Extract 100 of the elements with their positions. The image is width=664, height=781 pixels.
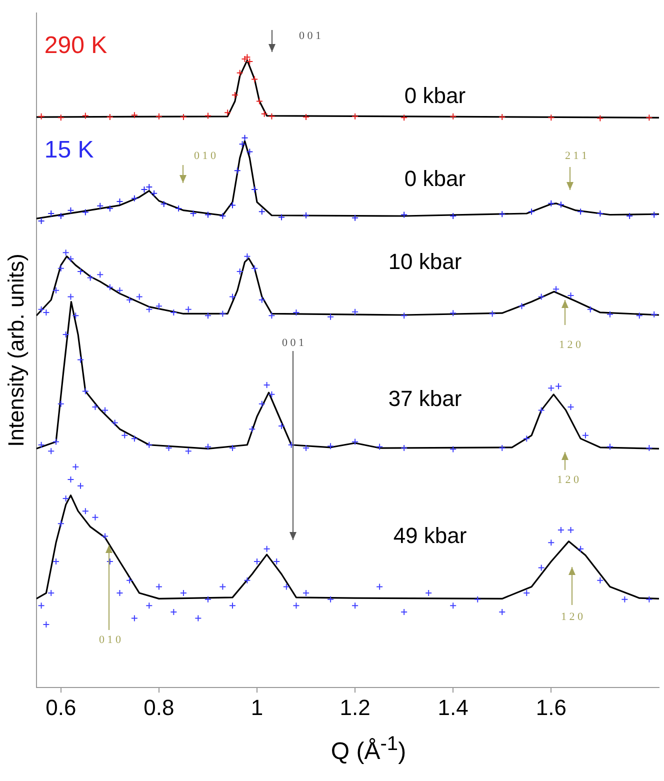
point	[557, 201, 564, 208]
point	[376, 443, 384, 450]
x-tick-label: 0.8	[144, 694, 174, 720]
point	[228, 202, 236, 209]
point	[231, 91, 238, 98]
point	[567, 292, 574, 299]
point	[62, 331, 70, 338]
point	[38, 218, 45, 225]
annotation: 37 kbar	[388, 386, 462, 412]
point	[260, 110, 268, 118]
point	[646, 114, 653, 122]
point	[48, 448, 55, 455]
point	[523, 590, 530, 597]
point	[155, 583, 162, 590]
point	[234, 167, 241, 174]
point	[228, 444, 236, 452]
point	[57, 114, 64, 122]
point	[244, 252, 251, 260]
point	[282, 583, 290, 590]
point	[219, 583, 226, 590]
point	[596, 114, 604, 122]
point	[278, 214, 286, 221]
point	[194, 614, 202, 622]
point	[130, 194, 138, 202]
point	[57, 520, 64, 528]
annotation: 49 kbar	[393, 523, 467, 548]
point	[450, 212, 457, 220]
point	[555, 382, 562, 390]
point	[126, 576, 134, 584]
point	[577, 208, 584, 216]
point	[62, 494, 70, 502]
point	[488, 310, 496, 318]
point	[498, 444, 506, 452]
point	[498, 608, 506, 616]
point	[498, 114, 506, 121]
point	[116, 286, 124, 294]
point	[130, 112, 138, 119]
annotation: 1 2 0	[557, 474, 580, 486]
point	[204, 112, 212, 120]
point	[155, 112, 162, 120]
point	[77, 268, 84, 275]
point	[302, 212, 310, 219]
point	[236, 268, 244, 275]
point	[400, 312, 408, 320]
point	[251, 76, 258, 83]
point	[582, 432, 589, 439]
point	[268, 112, 276, 120]
point	[228, 293, 236, 300]
point	[256, 98, 263, 105]
point	[146, 306, 153, 313]
point	[552, 286, 560, 293]
point	[72, 312, 80, 320]
point	[180, 590, 187, 597]
point	[273, 558, 280, 566]
point	[523, 435, 530, 442]
point	[352, 308, 359, 316]
point	[538, 406, 545, 414]
point	[636, 312, 643, 320]
point	[327, 596, 334, 603]
point	[96, 202, 104, 210]
annotation: 0 1 0	[194, 150, 216, 162]
x-axis-title: Q (Å$^{-1}$)	[330, 733, 408, 766]
x-tick-label: 1.6	[536, 694, 566, 720]
annotation: 10 kbar	[388, 249, 462, 274]
point	[102, 532, 109, 540]
text: 290 K	[44, 32, 108, 60]
text: 0 0 1	[299, 30, 321, 42]
point	[650, 211, 658, 218]
point	[548, 200, 555, 207]
point	[450, 602, 457, 610]
point	[278, 422, 286, 430]
point	[146, 602, 153, 610]
point	[180, 114, 187, 121]
point	[567, 404, 574, 411]
point	[538, 564, 545, 572]
point	[650, 310, 658, 318]
point	[116, 198, 124, 206]
point	[606, 443, 614, 450]
point	[72, 463, 80, 470]
point	[48, 590, 55, 597]
x-tick-label: 1.2	[340, 694, 370, 720]
point	[67, 206, 74, 214]
point	[228, 602, 236, 610]
point	[42, 621, 50, 628]
point	[327, 442, 334, 450]
point	[251, 186, 258, 194]
point	[52, 558, 60, 566]
point	[136, 293, 143, 300]
point	[548, 384, 555, 392]
point	[292, 602, 300, 610]
point	[130, 614, 138, 622]
point	[596, 576, 604, 584]
point	[292, 308, 300, 316]
point	[498, 210, 506, 218]
point	[474, 596, 482, 603]
point	[38, 112, 45, 120]
point	[77, 482, 84, 490]
point	[160, 200, 168, 208]
point	[327, 313, 334, 320]
point	[258, 400, 266, 408]
